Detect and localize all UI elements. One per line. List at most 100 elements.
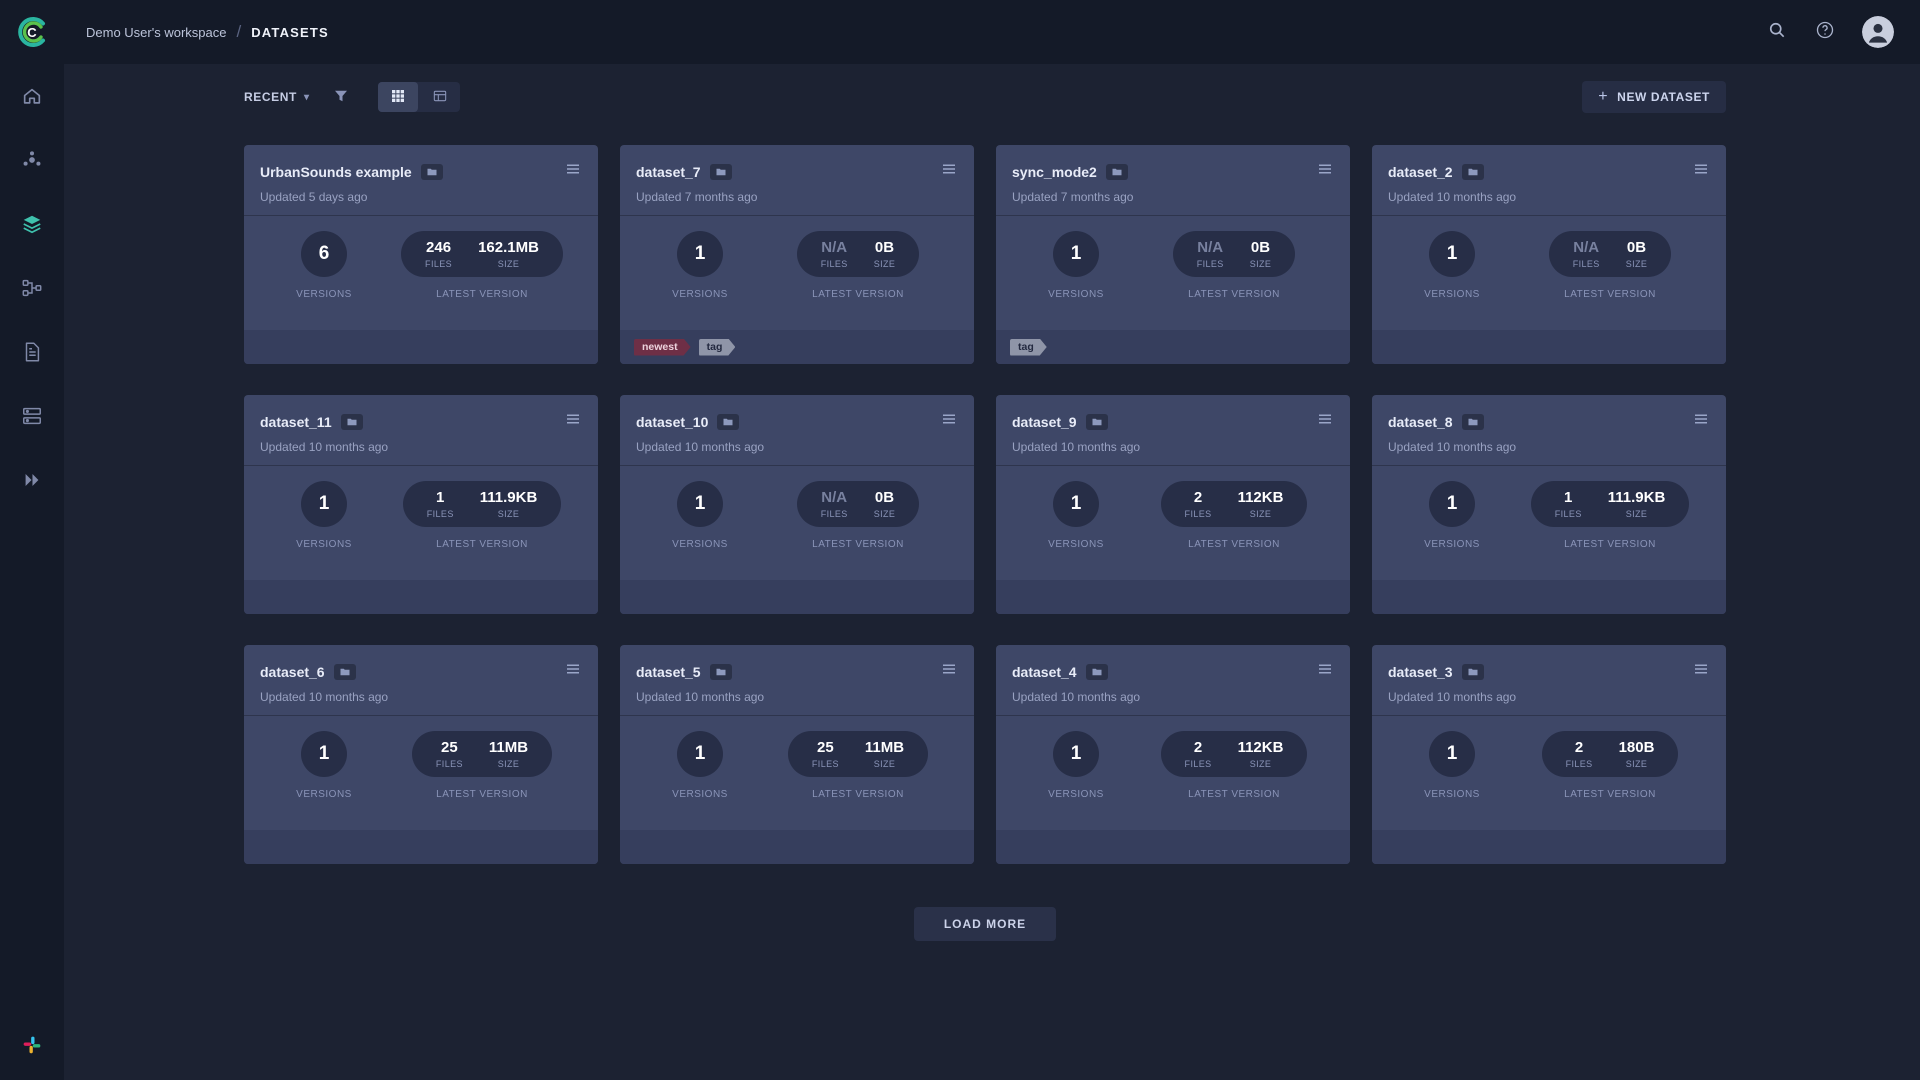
filter-button[interactable] bbox=[332, 87, 350, 108]
hamburger-menu-icon bbox=[1692, 160, 1710, 183]
size-value: 111.9KB bbox=[479, 489, 538, 506]
card-menu-button[interactable] bbox=[940, 660, 958, 683]
sort-label: RECENT bbox=[244, 90, 297, 104]
files-label: FILES bbox=[1184, 509, 1212, 519]
card-footer bbox=[244, 830, 598, 864]
clearml-logo[interactable]: C bbox=[0, 0, 64, 64]
workers-queues-icon bbox=[21, 405, 43, 432]
hamburger-menu-icon bbox=[1316, 160, 1334, 183]
versions-count: 1 bbox=[677, 231, 723, 277]
card-footer bbox=[1372, 330, 1726, 364]
size-label: SIZE bbox=[497, 509, 520, 519]
dataset-card[interactable]: dataset_9 Updated 10 months ago 1 VERSIO… bbox=[996, 395, 1350, 614]
breadcrumb-workspace[interactable]: Demo User's workspace bbox=[86, 24, 227, 40]
sidebar-item-datasets[interactable] bbox=[12, 206, 52, 246]
dataset-card[interactable]: dataset_6 Updated 10 months ago 1 VERSIO… bbox=[244, 645, 598, 864]
dataset-folder-icon bbox=[1461, 413, 1484, 430]
chevron-down-icon: ▾ bbox=[303, 91, 310, 103]
hamburger-menu-icon bbox=[1316, 410, 1334, 433]
size-label: SIZE bbox=[1249, 509, 1272, 519]
dataset-card[interactable]: dataset_8 Updated 10 months ago 1 VERSIO… bbox=[1372, 395, 1726, 614]
search-button[interactable] bbox=[1766, 21, 1788, 43]
latest-version-label: LATEST VERSION bbox=[812, 789, 904, 800]
plus-icon: + bbox=[1598, 88, 1609, 105]
help-button[interactable] bbox=[1814, 21, 1836, 43]
grid-view-button[interactable] bbox=[377, 82, 418, 112]
dataset-card[interactable]: sync_mode2 Updated 7 months ago 1 VERSIO… bbox=[996, 145, 1350, 364]
dataset-card[interactable]: dataset_3 Updated 10 months ago 1 VERSIO… bbox=[1372, 645, 1726, 864]
latest-version-label: LATEST VERSION bbox=[1564, 289, 1656, 300]
main-area: RECENT ▾ + NEW DATASET bbox=[64, 0, 1920, 941]
filter-icon bbox=[332, 87, 350, 108]
card-menu-button[interactable] bbox=[564, 410, 582, 433]
sidebar-item-pipelines[interactable] bbox=[12, 270, 52, 310]
card-footer bbox=[1372, 580, 1726, 614]
latest-version-label: LATEST VERSION bbox=[436, 539, 528, 550]
latest-version-stats: N/A FILES 0B SIZE bbox=[796, 481, 920, 527]
card-footer bbox=[244, 580, 598, 614]
card-menu-button[interactable] bbox=[1316, 160, 1334, 183]
card-footer: newest tag bbox=[620, 330, 974, 364]
dataset-title: dataset_2 bbox=[1388, 163, 1453, 180]
dataset-title: dataset_3 bbox=[1388, 663, 1453, 680]
dataset-updated: Updated 10 months ago bbox=[1388, 190, 1517, 204]
sidebar-item-home[interactable] bbox=[12, 78, 52, 118]
tag-tag[interactable]: tag bbox=[1010, 339, 1047, 356]
size-label: SIZE bbox=[1625, 759, 1648, 769]
table-view-button[interactable] bbox=[420, 82, 460, 112]
help-icon bbox=[1815, 20, 1835, 45]
versions-count: 1 bbox=[677, 481, 723, 527]
size-value: 180B bbox=[1618, 739, 1655, 756]
card-menu-button[interactable] bbox=[1692, 160, 1710, 183]
new-dataset-button[interactable]: + NEW DATASET bbox=[1582, 81, 1726, 113]
sidebar-item-projects[interactable] bbox=[12, 142, 52, 182]
dataset-title: dataset_7 bbox=[636, 163, 701, 180]
latest-version-stats: N/A FILES 0B SIZE bbox=[1548, 231, 1672, 277]
card-menu-button[interactable] bbox=[1316, 660, 1334, 683]
versions-label: VERSIONS bbox=[1424, 789, 1480, 800]
dataset-folder-icon bbox=[1461, 663, 1484, 680]
sidebar-nav bbox=[0, 64, 64, 1035]
dataset-title: dataset_5 bbox=[636, 663, 701, 680]
card-menu-button[interactable] bbox=[1692, 410, 1710, 433]
dataset-card[interactable]: dataset_10 Updated 10 months ago 1 VERSI… bbox=[620, 395, 974, 614]
sidebar-item-applications[interactable] bbox=[12, 462, 52, 502]
card-menu-button[interactable] bbox=[940, 160, 958, 183]
files-count: N/A bbox=[821, 489, 848, 506]
user-avatar[interactable] bbox=[1862, 16, 1894, 48]
slack-link[interactable] bbox=[22, 1035, 42, 1080]
files-label: FILES bbox=[1554, 509, 1582, 519]
latest-version-label: LATEST VERSION bbox=[1188, 539, 1280, 550]
dataset-updated: Updated 10 months ago bbox=[636, 690, 765, 704]
sort-recent-button[interactable]: RECENT ▾ bbox=[244, 90, 310, 104]
card-menu-button[interactable] bbox=[564, 660, 582, 683]
load-more-button[interactable]: LOAD MORE bbox=[913, 907, 1057, 941]
dataset-title: dataset_8 bbox=[1388, 413, 1453, 430]
tag-tag[interactable]: tag bbox=[699, 339, 736, 356]
versions-label: VERSIONS bbox=[296, 539, 352, 550]
dataset-title: UrbanSounds example bbox=[260, 163, 412, 180]
files-label: FILES bbox=[811, 759, 839, 769]
card-menu-button[interactable] bbox=[564, 160, 582, 183]
card-menu-button[interactable] bbox=[1692, 660, 1710, 683]
card-menu-button[interactable] bbox=[940, 410, 958, 433]
dataset-card[interactable]: dataset_5 Updated 10 months ago 1 VERSIO… bbox=[620, 645, 974, 864]
size-value: 0B bbox=[1626, 239, 1647, 256]
latest-version-stats: 1 FILES 111.9KB SIZE bbox=[402, 481, 562, 527]
card-footer bbox=[620, 580, 974, 614]
dataset-card[interactable]: dataset_11 Updated 10 months ago 1 VERSI… bbox=[244, 395, 598, 614]
files-label: FILES bbox=[426, 509, 454, 519]
files-label: FILES bbox=[820, 509, 848, 519]
dataset-card[interactable]: dataset_7 Updated 7 months ago 1 VERSION… bbox=[620, 145, 974, 364]
sidebar-item-workers-queues[interactable] bbox=[12, 398, 52, 438]
sidebar-item-reports[interactable] bbox=[12, 334, 52, 374]
card-menu-button[interactable] bbox=[1316, 410, 1334, 433]
dataset-card[interactable]: dataset_4 Updated 10 months ago 1 VERSIO… bbox=[996, 645, 1350, 864]
applications-icon bbox=[21, 469, 43, 496]
dataset-card[interactable]: dataset_2 Updated 10 months ago 1 VERSIO… bbox=[1372, 145, 1726, 364]
tag-newest[interactable]: newest bbox=[634, 339, 691, 356]
size-value: 11MB bbox=[864, 739, 905, 756]
dataset-folder-icon bbox=[340, 413, 363, 430]
files-label: FILES bbox=[435, 759, 463, 769]
dataset-card[interactable]: UrbanSounds example Updated 5 days ago 6… bbox=[244, 145, 598, 364]
